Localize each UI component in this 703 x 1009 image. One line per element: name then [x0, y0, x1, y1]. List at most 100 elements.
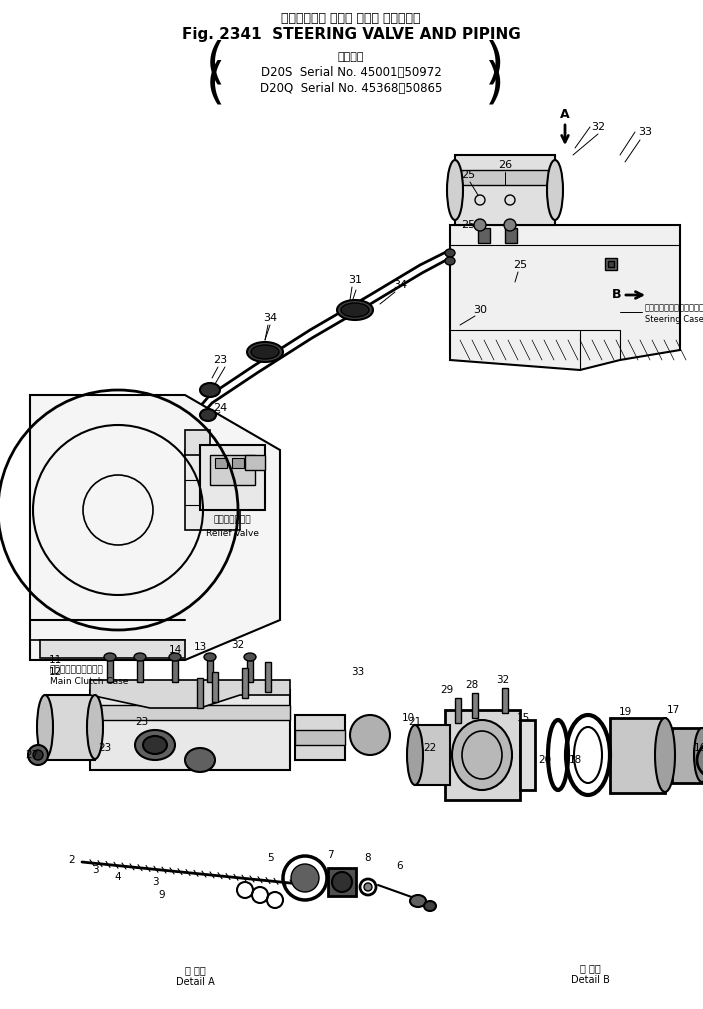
Text: 23: 23: [98, 743, 112, 753]
Ellipse shape: [447, 160, 463, 220]
Ellipse shape: [350, 715, 390, 755]
Bar: [265, 662, 271, 692]
Bar: [455, 698, 461, 723]
Text: 23: 23: [213, 355, 227, 365]
Text: Detail A: Detail A: [176, 977, 214, 987]
Ellipse shape: [364, 883, 372, 891]
Text: 適用号機: 適用号機: [337, 52, 364, 62]
Text: ): ): [485, 59, 505, 107]
Bar: [415, 725, 450, 785]
Bar: [90, 705, 290, 720]
Ellipse shape: [244, 653, 256, 661]
Text: 10: 10: [401, 713, 415, 723]
Text: 31: 31: [348, 275, 362, 285]
Bar: [605, 258, 617, 270]
Ellipse shape: [28, 745, 48, 765]
Text: 8: 8: [365, 853, 371, 863]
Text: 6: 6: [396, 861, 404, 871]
Text: 3: 3: [152, 877, 158, 887]
Text: ): ): [485, 39, 505, 87]
Text: 19: 19: [619, 707, 631, 717]
Bar: [232, 458, 244, 468]
Ellipse shape: [135, 730, 175, 760]
Bar: [212, 672, 218, 702]
Text: 18: 18: [568, 755, 581, 765]
Ellipse shape: [424, 901, 436, 911]
Ellipse shape: [697, 742, 703, 778]
Ellipse shape: [33, 750, 43, 760]
Ellipse shape: [694, 728, 703, 782]
Text: 15: 15: [517, 713, 529, 723]
Bar: [172, 660, 178, 682]
Text: Main Clutch Case: Main Clutch Case: [50, 677, 129, 686]
Bar: [455, 170, 555, 185]
Bar: [207, 660, 213, 682]
Text: 12: 12: [49, 667, 62, 677]
Text: 33: 33: [638, 127, 652, 137]
Text: 5: 5: [266, 853, 273, 863]
Bar: [107, 660, 113, 682]
Bar: [520, 720, 535, 790]
Text: 4: 4: [115, 872, 122, 882]
Text: 17: 17: [666, 705, 680, 715]
Bar: [90, 690, 290, 770]
Text: 11: 11: [49, 655, 62, 665]
Text: 2: 2: [69, 855, 75, 865]
Text: 7: 7: [327, 850, 333, 860]
Bar: [247, 660, 253, 682]
Ellipse shape: [251, 345, 279, 359]
Text: 28: 28: [465, 680, 479, 690]
Text: 21: 21: [408, 717, 422, 727]
Ellipse shape: [104, 653, 116, 661]
Text: 30: 30: [473, 305, 487, 315]
Bar: [672, 728, 702, 783]
Text: B: B: [612, 289, 621, 302]
Ellipse shape: [410, 895, 426, 907]
Text: D20Q  Serial No. 45368～50865: D20Q Serial No. 45368～50865: [260, 83, 442, 96]
Text: 26: 26: [498, 160, 512, 170]
Polygon shape: [30, 395, 280, 660]
Ellipse shape: [87, 695, 103, 759]
Bar: [502, 688, 508, 713]
Ellipse shape: [341, 303, 369, 317]
Bar: [295, 730, 345, 745]
Bar: [185, 450, 240, 530]
Ellipse shape: [337, 300, 373, 320]
Ellipse shape: [143, 736, 167, 754]
Bar: [200, 445, 265, 510]
Text: 9: 9: [159, 890, 165, 900]
Polygon shape: [450, 225, 680, 370]
Bar: [328, 868, 356, 896]
Ellipse shape: [37, 695, 53, 759]
Text: メインクラッチケース: メインクラッチケース: [50, 666, 104, 674]
Bar: [242, 668, 248, 698]
Text: 22: 22: [423, 743, 437, 753]
Circle shape: [504, 219, 516, 231]
Text: 27: 27: [25, 750, 39, 760]
Ellipse shape: [204, 653, 216, 661]
Polygon shape: [90, 680, 290, 708]
Bar: [137, 660, 143, 682]
Bar: [478, 228, 490, 243]
Ellipse shape: [332, 872, 352, 892]
Bar: [505, 228, 517, 243]
Ellipse shape: [445, 249, 455, 257]
Text: 32: 32: [496, 675, 510, 685]
Ellipse shape: [247, 342, 283, 362]
Text: (: (: [205, 59, 225, 107]
Text: Fig. 2341  STEERING VALVE AND PIPING: Fig. 2341 STEERING VALVE AND PIPING: [181, 27, 520, 42]
Text: 32: 32: [231, 640, 245, 650]
Text: 34: 34: [263, 313, 277, 323]
Ellipse shape: [200, 383, 220, 397]
Text: ステアリング バルブ および パイピング: ステアリング バルブ および パイピング: [281, 11, 421, 24]
Text: 34: 34: [393, 281, 407, 290]
Text: 20: 20: [538, 755, 552, 765]
Bar: [185, 430, 210, 455]
Text: (: (: [205, 39, 225, 87]
Text: Steering Case Cover: Steering Case Cover: [645, 316, 703, 325]
Bar: [295, 715, 345, 760]
Bar: [610, 718, 665, 793]
Text: 25: 25: [461, 170, 475, 180]
Text: 32: 32: [591, 122, 605, 132]
Text: Detail B: Detail B: [571, 975, 610, 985]
